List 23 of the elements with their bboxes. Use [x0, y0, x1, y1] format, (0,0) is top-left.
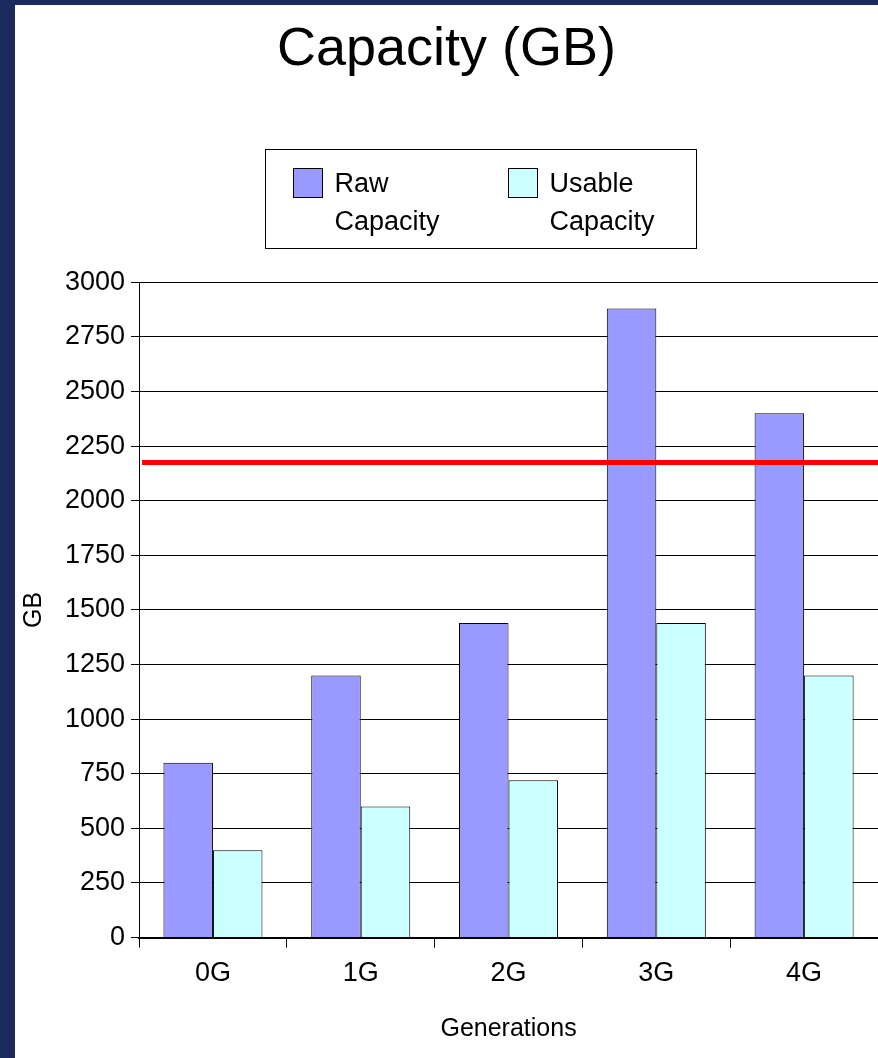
- y-tick-label: 0: [110, 921, 126, 952]
- y-tick-label: 1000: [64, 702, 126, 733]
- y-tick-label: 750: [80, 757, 126, 788]
- y-tick-label: 250: [80, 866, 126, 897]
- x-axis-title: Generations: [440, 1012, 577, 1041]
- chart-title: Capacity (GB): [275, 15, 618, 77]
- y-tick-label: 2750: [64, 320, 126, 351]
- y-tick-label: 1750: [64, 538, 126, 569]
- y-axis-title: GB: [17, 591, 46, 628]
- x-tick-label: 0G: [194, 957, 231, 988]
- x-tick-label: 2G: [490, 957, 527, 988]
- x-tick-label: 4G: [786, 957, 823, 988]
- x-tick-label: 1G: [342, 957, 379, 988]
- legend-label: Usable Capacity: [549, 167, 656, 238]
- x-tick-label: 3G: [638, 957, 675, 988]
- y-tick-label: 2500: [64, 374, 126, 405]
- y-tick-label: 1250: [64, 647, 126, 678]
- y-tick-label: 2000: [64, 484, 126, 515]
- y-tick-label: 3000: [64, 265, 126, 296]
- y-tick-label: 1500: [64, 593, 126, 624]
- y-tick-label: 500: [80, 811, 126, 842]
- legend-label: Raw Capacity: [334, 167, 441, 238]
- y-tick-label: 2250: [64, 429, 126, 460]
